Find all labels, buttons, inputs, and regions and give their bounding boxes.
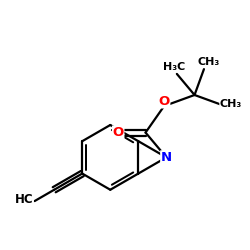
Text: CH₃: CH₃ xyxy=(198,57,220,67)
Text: O: O xyxy=(158,95,170,108)
Text: HC: HC xyxy=(15,194,33,206)
Text: H₃C: H₃C xyxy=(163,62,185,72)
Text: O: O xyxy=(112,126,124,139)
Text: CH₃: CH₃ xyxy=(220,100,242,110)
Text: N: N xyxy=(161,151,172,164)
